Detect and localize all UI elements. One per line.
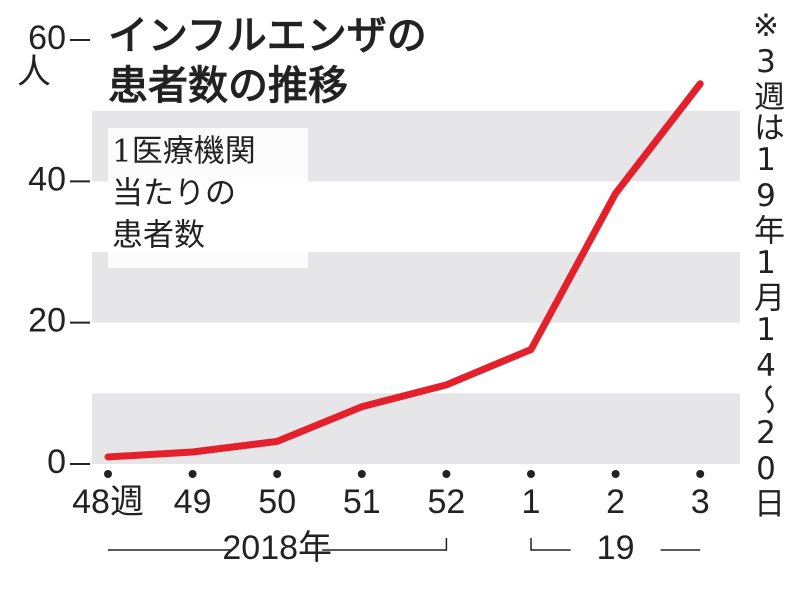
subtitle: 1医療機関	[112, 134, 256, 170]
chart-title: インフルエンザの	[108, 13, 427, 59]
x-tick-label: 52	[427, 483, 465, 521]
x-tick-dot	[442, 470, 451, 478]
year-label: 2018年	[222, 529, 332, 567]
x-tick-label: 1	[522, 483, 541, 521]
x-tick-dot	[188, 470, 197, 478]
x-tick-dot	[357, 470, 366, 478]
subtitle: 当たりの	[112, 176, 236, 212]
note: ※3週は19年1月14～20日	[748, 8, 784, 518]
x-tick-dot	[696, 470, 705, 478]
y-unit: 人	[17, 53, 51, 91]
x-tick-label: 3	[691, 483, 710, 521]
x-tick-dot	[273, 470, 282, 478]
y-tick-label: 20	[28, 302, 66, 340]
x-tick-label: 51	[343, 483, 381, 521]
chart-title: 患者数の推移	[108, 63, 348, 109]
subtitle-box	[108, 128, 308, 268]
y-tick-label: 60	[28, 19, 66, 57]
x-tick-dot	[527, 470, 535, 478]
year-bracket	[530, 538, 701, 551]
x-tick-label: 2	[606, 483, 625, 521]
line	[104, 80, 704, 461]
y-tick-label: 40	[28, 160, 66, 198]
x-tick-label: 50	[258, 483, 296, 521]
x-tick-dot	[104, 470, 112, 478]
y-tick-label: 0	[47, 443, 66, 481]
x-tick-label: 49	[174, 483, 212, 521]
subtitle: 患者数	[112, 218, 205, 254]
x-tick-label: 48週	[72, 483, 144, 521]
year-bracket	[108, 538, 448, 551]
x-tick-dot	[611, 470, 620, 478]
year-label: 19	[597, 529, 635, 567]
